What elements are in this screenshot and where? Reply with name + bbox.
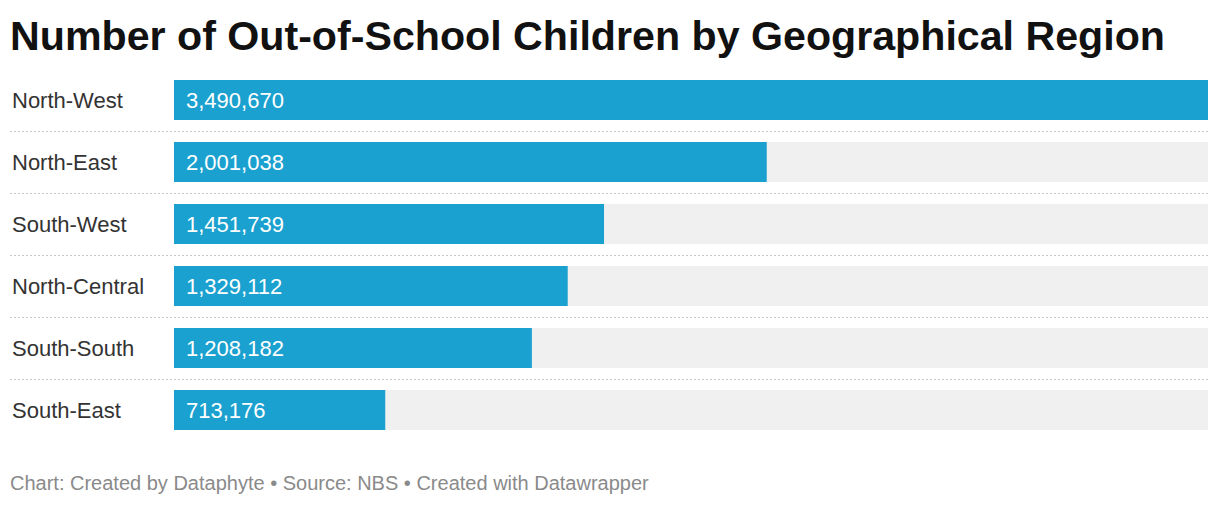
data-label: 2,001,038 [186,150,284,175]
category-label: South-East [12,398,121,423]
bar [174,142,767,182]
row-separator [10,255,1208,256]
bar [174,328,532,368]
labels: North-West 3,490,670 North-East 2,001,038 So… [12,88,284,423]
bars [174,80,1208,430]
bar [174,266,568,306]
bar-track [174,266,1208,306]
bar [174,204,604,244]
caption: Chart: Created by Dataphyte • Source: NB… [10,472,649,494]
data-label: 1,329,112 [186,274,282,299]
bar-track [174,328,1208,368]
data-label: 713,176 [186,398,266,423]
category-label: South-West [12,212,127,237]
title: Number of Out-of-School Children by Geog… [10,14,1165,58]
bar [174,390,385,430]
category-label: North-Central [12,274,144,299]
bar-track [174,142,1208,182]
tracks [10,80,1208,430]
data-label: 1,208,182 [186,336,284,361]
chart: Number of Out-of-School Children by Geog… [0,0,1220,506]
data-label: 1,451,739 [186,212,284,237]
row-separator [10,131,1208,132]
data-label: 3,490,670 [186,88,284,113]
category-label: North-West [12,88,123,113]
bar-track [174,390,1208,430]
row-separator [10,379,1208,380]
row-separator [10,317,1208,318]
bar [174,80,1208,120]
bar-track [174,204,1208,244]
row-separator [10,193,1208,194]
category-label: South-South [12,336,134,361]
category-label: North-East [12,150,117,175]
bar-track [174,80,1208,120]
